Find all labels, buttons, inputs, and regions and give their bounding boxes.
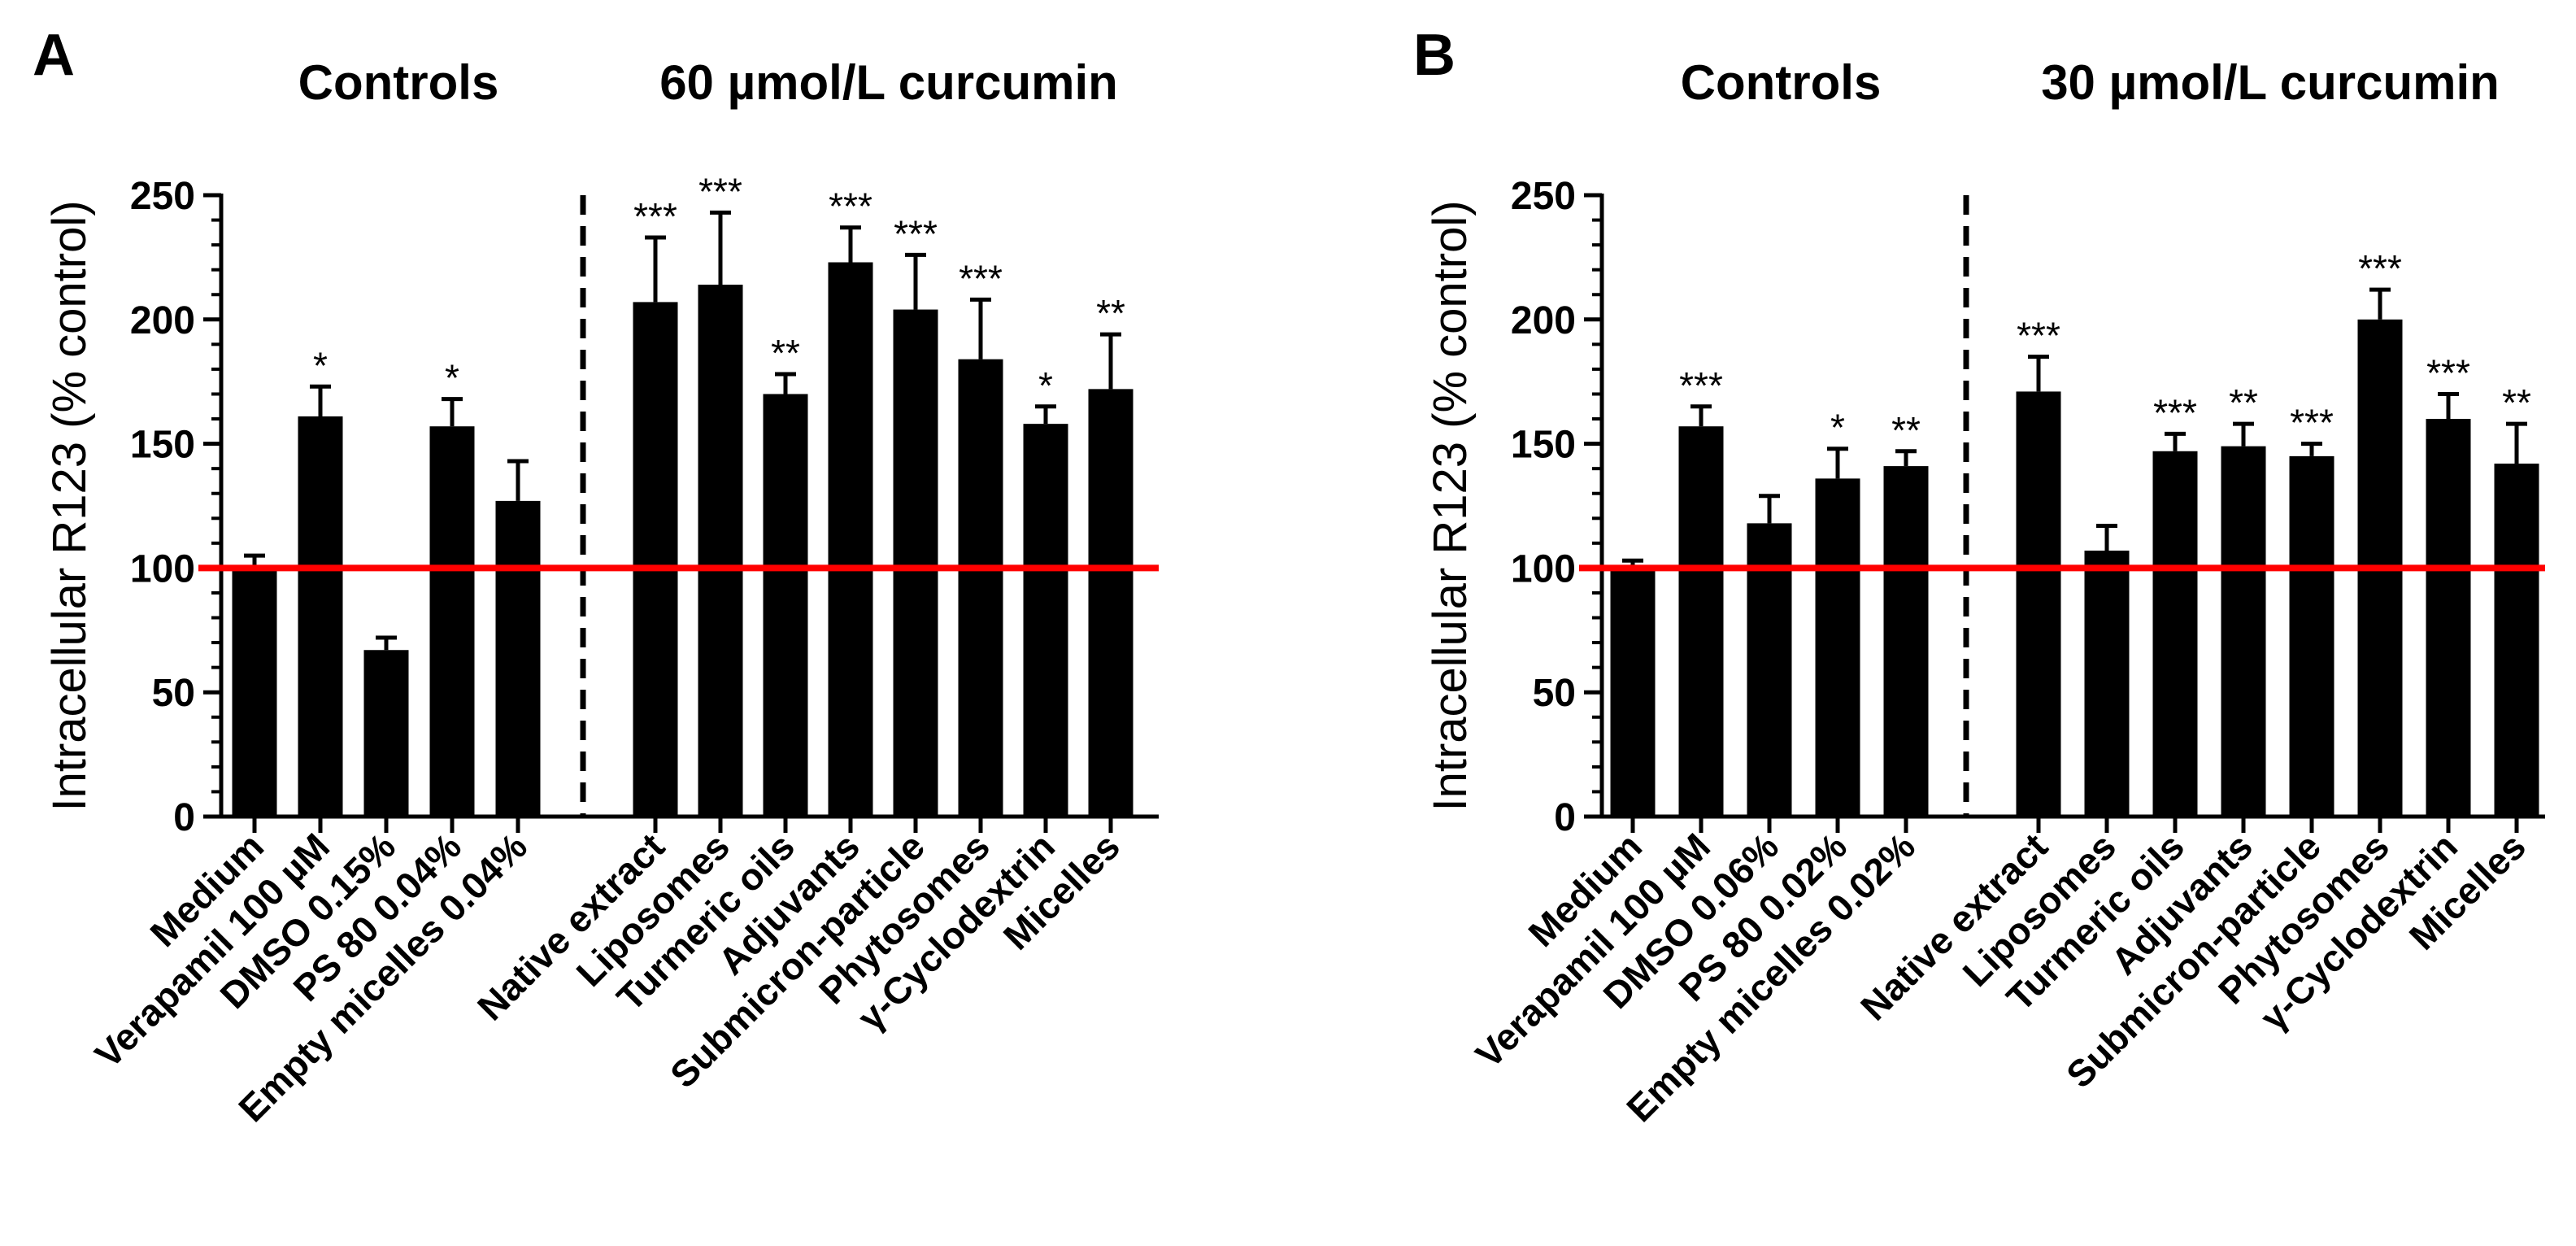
group-title-controls: Controls bbox=[298, 55, 499, 110]
y-tick-label: 250 bbox=[1511, 175, 1576, 218]
bar-group: *** bbox=[2426, 351, 2471, 833]
bar-group: * bbox=[1815, 407, 1860, 833]
bar-group: *** bbox=[1678, 364, 1724, 833]
group-title-treatment: 60 µmol/L curcumin bbox=[659, 55, 1118, 110]
bar-group: * bbox=[1023, 364, 1068, 833]
significance-label: ** bbox=[1891, 409, 1921, 451]
bar bbox=[1747, 523, 1792, 817]
bar-group bbox=[2084, 523, 2130, 833]
y-tick-label: 100 bbox=[1511, 547, 1576, 590]
bar-group: ** bbox=[2494, 381, 2539, 833]
bar bbox=[298, 416, 343, 817]
bar bbox=[1678, 426, 1724, 817]
bar-group: * bbox=[298, 344, 343, 833]
panel-a: A Controls 60 µmol/L curcumin Intracellular… bbox=[33, 23, 1159, 1130]
bar-group: *** bbox=[958, 257, 1003, 833]
bar bbox=[2152, 451, 2198, 817]
bar-group: * bbox=[429, 357, 475, 833]
bar bbox=[893, 309, 938, 817]
bar-group bbox=[363, 635, 409, 833]
bar-group bbox=[495, 459, 541, 833]
significance-label: * bbox=[1830, 407, 1845, 449]
significance-label: *** bbox=[2290, 402, 2334, 444]
bar bbox=[2221, 446, 2266, 817]
bar bbox=[429, 426, 475, 817]
bar bbox=[763, 394, 808, 817]
bar-group: *** bbox=[828, 185, 873, 833]
panel-letter: B bbox=[1413, 23, 1456, 88]
bar bbox=[633, 302, 678, 817]
bar bbox=[698, 285, 743, 817]
y-tick-label: 50 bbox=[152, 672, 195, 715]
significance-label: *** bbox=[2017, 315, 2060, 357]
y-tick-label: 200 bbox=[130, 299, 195, 342]
bar-group: *** bbox=[893, 212, 938, 833]
bar bbox=[1088, 389, 1134, 817]
significance-label: *** bbox=[633, 195, 677, 237]
bar-group: *** bbox=[2357, 247, 2403, 833]
bar bbox=[232, 570, 277, 817]
significance-label: * bbox=[313, 344, 328, 386]
group-title-treatment: 30 µmol/L curcumin bbox=[2041, 55, 2500, 110]
significance-label: * bbox=[445, 357, 459, 399]
group-title-controls: Controls bbox=[1681, 55, 1882, 110]
bar bbox=[2289, 455, 2334, 817]
significance-label: *** bbox=[2153, 391, 2197, 433]
significance-label: *** bbox=[698, 170, 742, 212]
y-tick-label: 100 bbox=[130, 547, 195, 590]
bar bbox=[363, 650, 409, 817]
bar-group: *** bbox=[633, 195, 678, 833]
bar-group bbox=[232, 553, 277, 833]
panel-letter: A bbox=[33, 23, 75, 88]
significance-label: ** bbox=[2229, 381, 2258, 424]
bar-group bbox=[1747, 494, 1792, 833]
bar bbox=[1815, 478, 1860, 817]
significance-label: * bbox=[1038, 364, 1053, 407]
bar bbox=[1610, 568, 1656, 817]
y-axis-title: Intracellular R123 (% control) bbox=[43, 200, 96, 811]
bar bbox=[1883, 466, 1929, 817]
bar bbox=[1023, 424, 1068, 817]
significance-label: *** bbox=[1679, 364, 1723, 407]
y-tick-label: 0 bbox=[1554, 796, 1576, 839]
bar-group: ** bbox=[1883, 409, 1929, 833]
bar bbox=[2426, 419, 2471, 817]
bar-group: ** bbox=[763, 332, 808, 833]
y-axis-title: Intracellular R123 (% control) bbox=[1424, 200, 1477, 811]
significance-label: ** bbox=[2502, 381, 2531, 424]
significance-label: ** bbox=[771, 332, 800, 374]
significance-label: *** bbox=[2358, 247, 2402, 290]
bar bbox=[2016, 391, 2061, 817]
significance-label: ** bbox=[1096, 292, 1125, 334]
bar bbox=[958, 359, 1003, 817]
significance-label: *** bbox=[2426, 351, 2470, 394]
significance-label: *** bbox=[959, 257, 1003, 299]
panel-b: B Controls 30 µmol/L curcumin Intracellular… bbox=[1413, 23, 2545, 1130]
y-tick-label: 50 bbox=[1533, 672, 1576, 715]
bar-group: ** bbox=[1088, 292, 1134, 833]
bar-group: *** bbox=[2016, 315, 2061, 833]
bar-group: ** bbox=[2221, 381, 2266, 833]
significance-label: *** bbox=[829, 185, 872, 228]
y-tick-label: 250 bbox=[130, 175, 195, 218]
bar bbox=[2494, 464, 2539, 817]
significance-label: *** bbox=[894, 212, 938, 255]
y-tick-label: 0 bbox=[173, 796, 195, 839]
bar bbox=[2084, 551, 2130, 817]
bar-group bbox=[1610, 558, 1656, 833]
y-tick-label: 150 bbox=[1511, 424, 1576, 467]
bar bbox=[828, 262, 873, 817]
y-tick-label: 150 bbox=[130, 424, 195, 467]
bar-group: *** bbox=[2152, 391, 2198, 833]
y-tick-label: 200 bbox=[1511, 299, 1576, 342]
bar bbox=[495, 500, 541, 817]
bar-group: *** bbox=[698, 170, 743, 833]
bar-group: *** bbox=[2289, 402, 2334, 833]
